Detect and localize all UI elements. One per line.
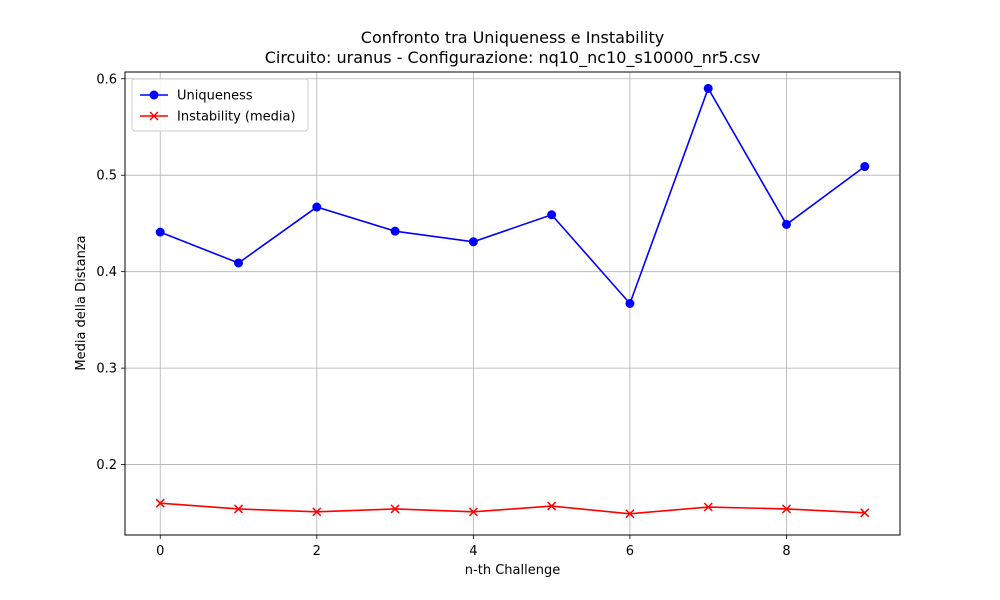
data-point (234, 258, 244, 268)
y-tick-label: 0.6 (96, 72, 117, 87)
data-point (625, 509, 635, 519)
data-point (390, 226, 400, 236)
legend-entry: Uniqueness (140, 89, 253, 104)
grid-lines (125, 72, 900, 535)
legend-entry: Instability (media) (140, 110, 296, 125)
y-axis-label: Media della Distanza (74, 235, 89, 370)
legend-box (131, 78, 309, 132)
legend-label: Uniqueness (177, 89, 253, 104)
axis-ticks: 0 2 4 6 8 0.2 0.3 0.4 0.5 0.6 (96, 72, 790, 559)
data-point (155, 227, 165, 237)
series-0 (155, 83, 870, 308)
legend-marker (149, 111, 159, 121)
data-point (625, 299, 635, 308)
data-point (312, 507, 322, 517)
series-layer (155, 83, 870, 519)
legend-marker (149, 90, 159, 100)
chart-title: Confronto tra Uniqueness e Instability (361, 28, 664, 47)
x-tick-label: 4 (469, 544, 477, 559)
x-tick-label: 8 (782, 544, 790, 559)
y-tick-label: 0.2 (96, 458, 117, 473)
data-point (781, 219, 791, 229)
data-point (312, 202, 322, 212)
y-tick-label: 0.3 (96, 362, 117, 377)
data-point (468, 237, 478, 247)
chart-subtitle: Circuito: uranus - Configurazione: nq10_… (265, 48, 761, 68)
data-point (547, 210, 557, 220)
plot-area-frame (124, 71, 901, 536)
legend-label: Instability (media) (177, 110, 296, 125)
series-line (159, 86, 866, 306)
data-point (860, 162, 870, 172)
x-tick-label: 2 (313, 544, 321, 559)
data-point (860, 508, 870, 518)
data-point (468, 507, 478, 517)
y-tick-label: 0.5 (96, 169, 117, 184)
series-line (160, 502, 865, 515)
y-tick-label: 0.4 (96, 265, 117, 280)
x-tick-label: 6 (626, 544, 634, 559)
data-point (703, 83, 713, 93)
data-point (233, 504, 244, 514)
legend: Uniqueness Instability (media) (131, 78, 309, 132)
data-point (781, 504, 792, 514)
data-point (703, 502, 713, 512)
data-point (155, 498, 165, 508)
data-point (390, 504, 400, 514)
x-axis-label: n-th Challenge (465, 563, 560, 578)
series-1 (155, 498, 870, 519)
data-point (547, 501, 557, 511)
x-tick-label: 0 (156, 544, 164, 559)
